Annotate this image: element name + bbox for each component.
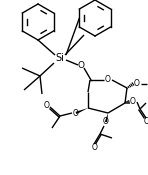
Polygon shape [105,113,108,122]
Text: O: O [144,117,148,125]
Text: Si: Si [56,53,64,63]
Polygon shape [75,108,88,114]
Text: O: O [92,142,98,152]
Text: O: O [130,97,136,107]
Text: O: O [134,79,140,89]
Text: O: O [78,61,85,69]
Text: O: O [103,117,109,127]
Text: O: O [73,108,79,117]
Text: O: O [105,75,111,85]
Text: O: O [44,100,50,110]
